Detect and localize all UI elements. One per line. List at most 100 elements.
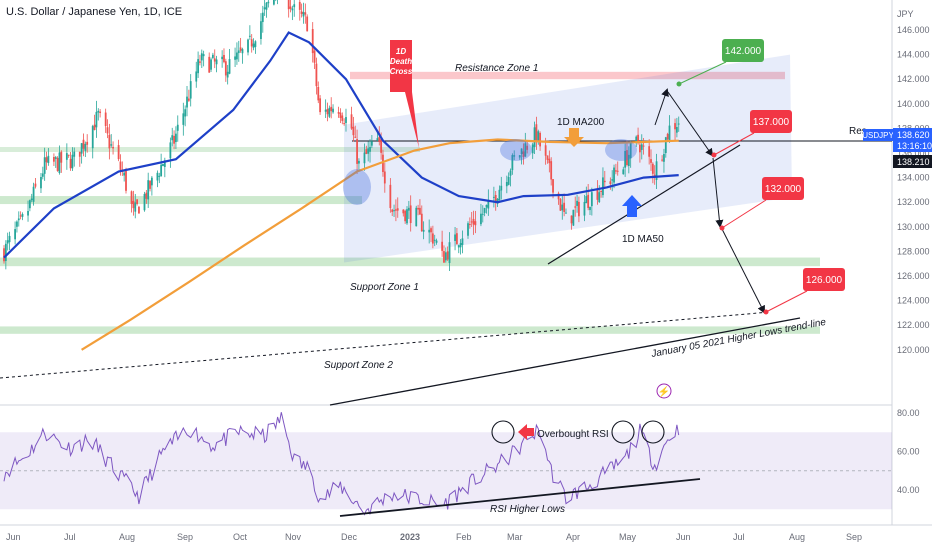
death-cross-label-0: 1D bbox=[396, 47, 406, 56]
candle-body bbox=[341, 115, 344, 121]
candle-body bbox=[428, 229, 431, 233]
projection-arrow-0 bbox=[654, 88, 669, 126]
candle-body bbox=[221, 56, 224, 60]
candle-body bbox=[184, 109, 187, 117]
candle-36 bbox=[95, 100, 98, 138]
candle-body bbox=[518, 155, 521, 158]
candle-149 bbox=[389, 178, 392, 213]
candle-58 bbox=[150, 176, 153, 196]
candle-37 bbox=[97, 108, 100, 121]
target-box-3 bbox=[803, 268, 845, 291]
candle-body bbox=[513, 155, 516, 157]
candle-13 bbox=[34, 177, 37, 189]
candle-body bbox=[169, 142, 172, 159]
candle-175 bbox=[456, 228, 458, 245]
candle-body bbox=[531, 144, 534, 154]
target-connector-3 bbox=[765, 290, 808, 313]
target-dot-0 bbox=[676, 81, 682, 87]
candle-body bbox=[485, 204, 488, 208]
candle-body bbox=[600, 191, 602, 193]
candle-9 bbox=[27, 200, 29, 222]
candle-133 bbox=[345, 108, 347, 132]
candle-23 bbox=[60, 150, 63, 173]
rsi-line bbox=[3, 412, 680, 516]
candle-body bbox=[383, 171, 386, 184]
candle-body bbox=[247, 39, 249, 53]
candle-body bbox=[171, 135, 174, 141]
candle-body bbox=[8, 235, 11, 243]
candle-body bbox=[417, 207, 419, 210]
candle-body bbox=[236, 52, 238, 60]
ma50-label: 1D MA50 bbox=[622, 234, 664, 245]
candle-body bbox=[609, 181, 612, 185]
candle-215 bbox=[559, 197, 562, 211]
candle-body bbox=[629, 142, 632, 159]
candle-80 bbox=[210, 57, 212, 73]
candle-101 bbox=[263, 0, 266, 16]
candle-body bbox=[56, 157, 59, 171]
candle-123 bbox=[319, 95, 322, 115]
rsi-circle-1 bbox=[611, 420, 635, 444]
candle-body bbox=[441, 241, 444, 251]
candle-185 bbox=[481, 205, 484, 223]
candle-193 bbox=[500, 176, 503, 200]
candle-body bbox=[332, 108, 334, 113]
candle-197 bbox=[511, 153, 514, 175]
candle-body bbox=[613, 167, 615, 183]
candle-body bbox=[210, 59, 212, 70]
candle-body bbox=[655, 161, 658, 180]
candle-57 bbox=[149, 180, 151, 192]
candle-body bbox=[505, 182, 508, 187]
candle-body bbox=[58, 152, 61, 173]
target-dot-2 bbox=[719, 225, 725, 231]
candle-75 bbox=[197, 51, 200, 78]
zone-2 bbox=[0, 326, 820, 334]
candle-body bbox=[200, 53, 203, 61]
candle-254 bbox=[661, 155, 664, 162]
candle-233 bbox=[603, 170, 606, 190]
candle-15 bbox=[41, 166, 44, 180]
target-label-2: 132.000 bbox=[765, 184, 802, 195]
overbought-label: Overbought RSI bbox=[537, 429, 609, 440]
candle-body bbox=[603, 180, 606, 183]
candle-235 bbox=[611, 170, 614, 192]
candle-34 bbox=[91, 124, 94, 159]
candle-90 bbox=[236, 42, 238, 65]
time-label-10: Apr bbox=[566, 532, 580, 542]
candle-body bbox=[402, 209, 405, 214]
candle-17 bbox=[45, 151, 48, 170]
candle-body bbox=[265, 2, 268, 10]
candle-42 bbox=[110, 134, 113, 148]
candle-129 bbox=[337, 106, 340, 118]
lightning-icon bbox=[656, 383, 672, 399]
candle-12 bbox=[32, 182, 35, 206]
candle-body bbox=[443, 251, 445, 263]
candle-body bbox=[337, 112, 340, 114]
candle-body bbox=[522, 151, 525, 158]
price-tick-13: 120.000 bbox=[897, 345, 930, 355]
price-tick-1: 144.000 bbox=[897, 50, 930, 60]
ma200-label: 1D MA200 bbox=[557, 117, 605, 128]
target-label-1: 137.000 bbox=[753, 117, 790, 128]
candle-body bbox=[602, 177, 604, 196]
candle-body bbox=[130, 191, 133, 204]
candle-body bbox=[143, 193, 146, 211]
candle-248 bbox=[642, 138, 645, 155]
prev-price-bg bbox=[893, 155, 932, 168]
candle-205 bbox=[533, 121, 536, 155]
target-label-0: 142.000 bbox=[725, 46, 762, 57]
candle-125 bbox=[326, 102, 329, 122]
candle-144 bbox=[376, 133, 379, 142]
candle-body bbox=[69, 158, 72, 169]
candle-body bbox=[639, 144, 641, 153]
candle-170 bbox=[443, 245, 445, 263]
candle-body bbox=[552, 179, 554, 193]
support-band-upper bbox=[0, 147, 420, 152]
time-label-5: Nov bbox=[285, 532, 302, 542]
candle-body bbox=[119, 161, 122, 170]
candle-29 bbox=[78, 151, 81, 167]
candle-body bbox=[60, 151, 63, 163]
candle-body bbox=[149, 180, 151, 189]
candle-198 bbox=[513, 150, 516, 161]
